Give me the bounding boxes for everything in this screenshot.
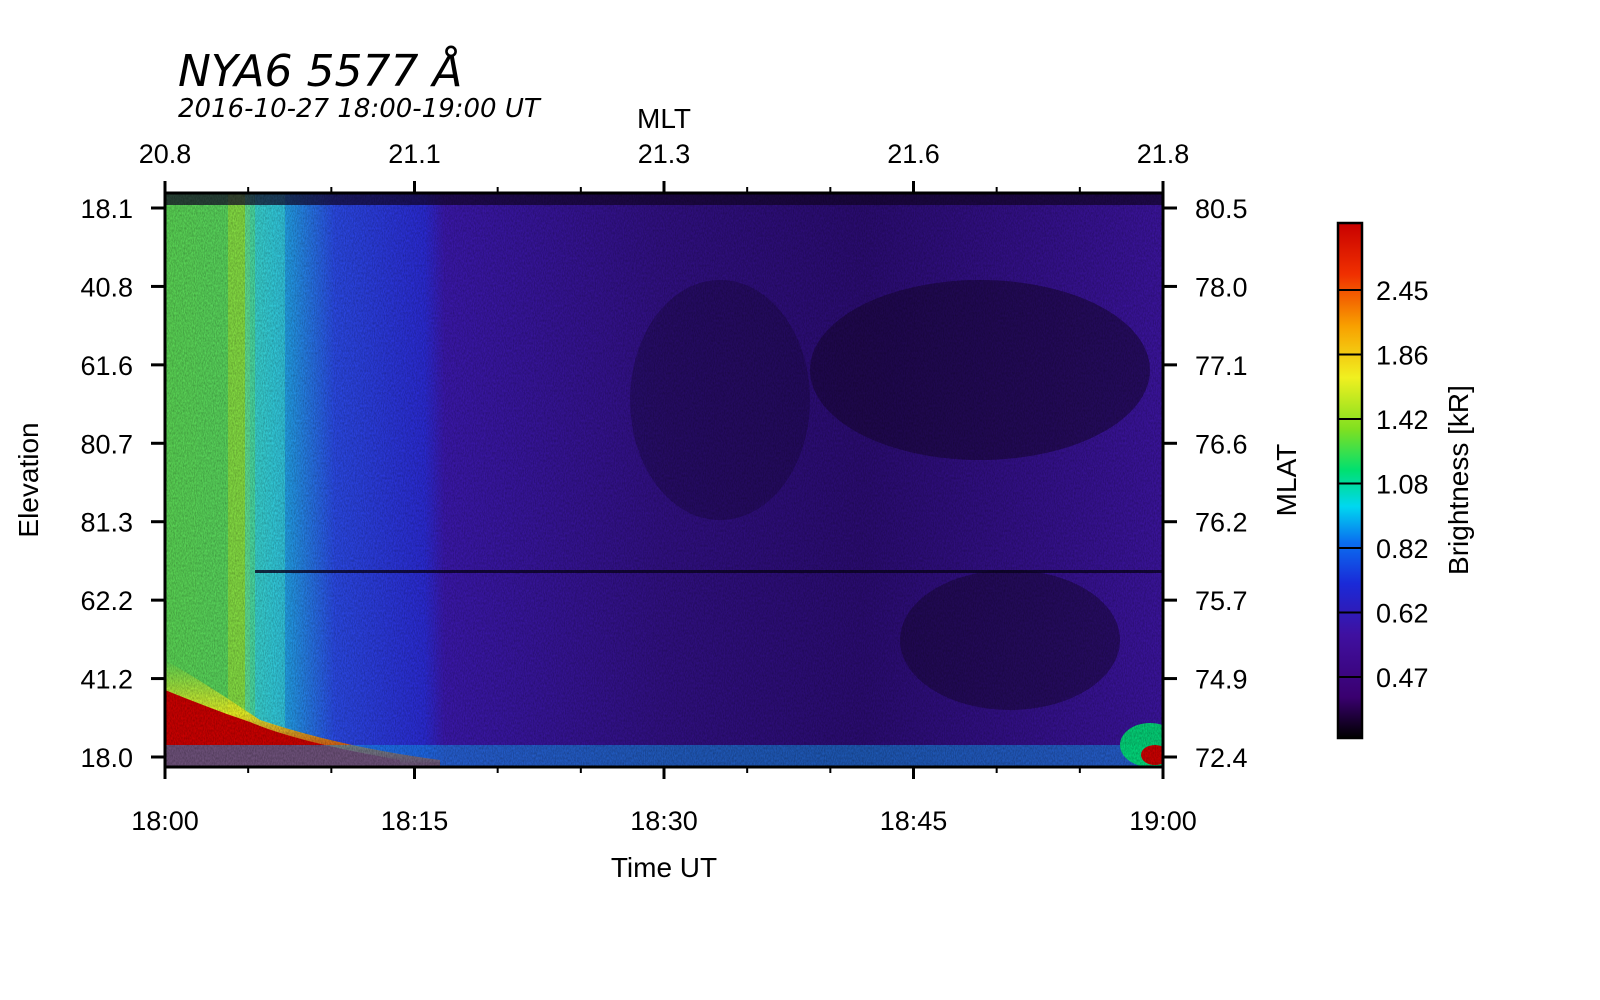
y-tick-label: 40.8 bbox=[80, 272, 133, 302]
y-tick-label: 18.0 bbox=[80, 743, 133, 773]
colorbar-tick-label: 1.42 bbox=[1376, 405, 1429, 435]
colorbar-tick-label: 1.86 bbox=[1376, 341, 1429, 371]
colorbar-ticks: 2.45 1.86 1.42 1.08 0.82 0.62 0.47 bbox=[1338, 276, 1429, 693]
colorbar-label: Brightness [kR] bbox=[1443, 385, 1474, 575]
right-tick-label: 78.0 bbox=[1195, 272, 1248, 302]
right-tick-label: 76.6 bbox=[1195, 429, 1248, 459]
right-tick-label: 74.9 bbox=[1195, 665, 1248, 695]
x-tick-label: 18:30 bbox=[630, 806, 698, 836]
colorbar-tick-label: 2.45 bbox=[1376, 276, 1429, 306]
y-tick-label: 80.7 bbox=[80, 429, 133, 459]
top-tick-label: 21.8 bbox=[1137, 139, 1190, 169]
right-tick-label: 76.2 bbox=[1195, 508, 1248, 538]
x-axis-top: 20.8 21.1 21.3 21.6 21.8 bbox=[139, 139, 1190, 193]
colorbar-tick-label: 0.47 bbox=[1376, 663, 1429, 693]
chart-subtitle: 2016-10-27 18:00-19:00 UT bbox=[178, 94, 542, 124]
y-axis-left: 18.1 40.8 61.6 80.7 81.3 62.2 41.2 18.0 bbox=[80, 194, 165, 773]
colorbar-tick-label: 0.82 bbox=[1376, 534, 1429, 564]
top-tick-label: 21.3 bbox=[638, 139, 691, 169]
y-tick-label: 62.2 bbox=[80, 586, 133, 616]
x-tick-label: 18:15 bbox=[381, 806, 449, 836]
x-tick-label: 19:00 bbox=[1129, 806, 1197, 836]
colorbar-tick-label: 1.08 bbox=[1376, 470, 1429, 500]
y-tick-label: 18.1 bbox=[80, 194, 133, 224]
y-axis-right: 80.5 78.0 77.1 76.6 76.2 75.7 74.9 72.4 bbox=[1163, 194, 1248, 773]
top-tick-label: 20.8 bbox=[139, 139, 192, 169]
x-tick-label: 18:45 bbox=[880, 806, 948, 836]
top-tick-label: 21.1 bbox=[388, 139, 441, 169]
y-tick-label: 41.2 bbox=[80, 665, 133, 695]
right-tick-label: 75.7 bbox=[1195, 586, 1248, 616]
x-axis-label: Time UT bbox=[611, 852, 717, 883]
colorbar bbox=[1336, 221, 1364, 740]
y-tick-label: 61.6 bbox=[80, 351, 133, 381]
heatmap-image bbox=[165, 193, 1163, 767]
chart-title: NYA6 5577 Å bbox=[178, 44, 463, 97]
right-tick-label: 77.1 bbox=[1195, 351, 1248, 381]
top-tick-label: 21.6 bbox=[887, 139, 940, 169]
right-axis-label: MLAT bbox=[1271, 444, 1302, 517]
top-axis-label: MLT bbox=[637, 103, 691, 134]
y-tick-label: 81.3 bbox=[80, 508, 133, 538]
x-axis-bottom: 18:00 18:15 18:30 18:45 19:00 bbox=[131, 767, 1197, 836]
y-axis-label: Elevation bbox=[13, 422, 44, 537]
x-tick-label: 18:00 bbox=[131, 806, 199, 836]
right-tick-label: 80.5 bbox=[1195, 194, 1248, 224]
colorbar-tick-label: 0.62 bbox=[1376, 599, 1429, 629]
right-tick-label: 72.4 bbox=[1195, 743, 1248, 773]
